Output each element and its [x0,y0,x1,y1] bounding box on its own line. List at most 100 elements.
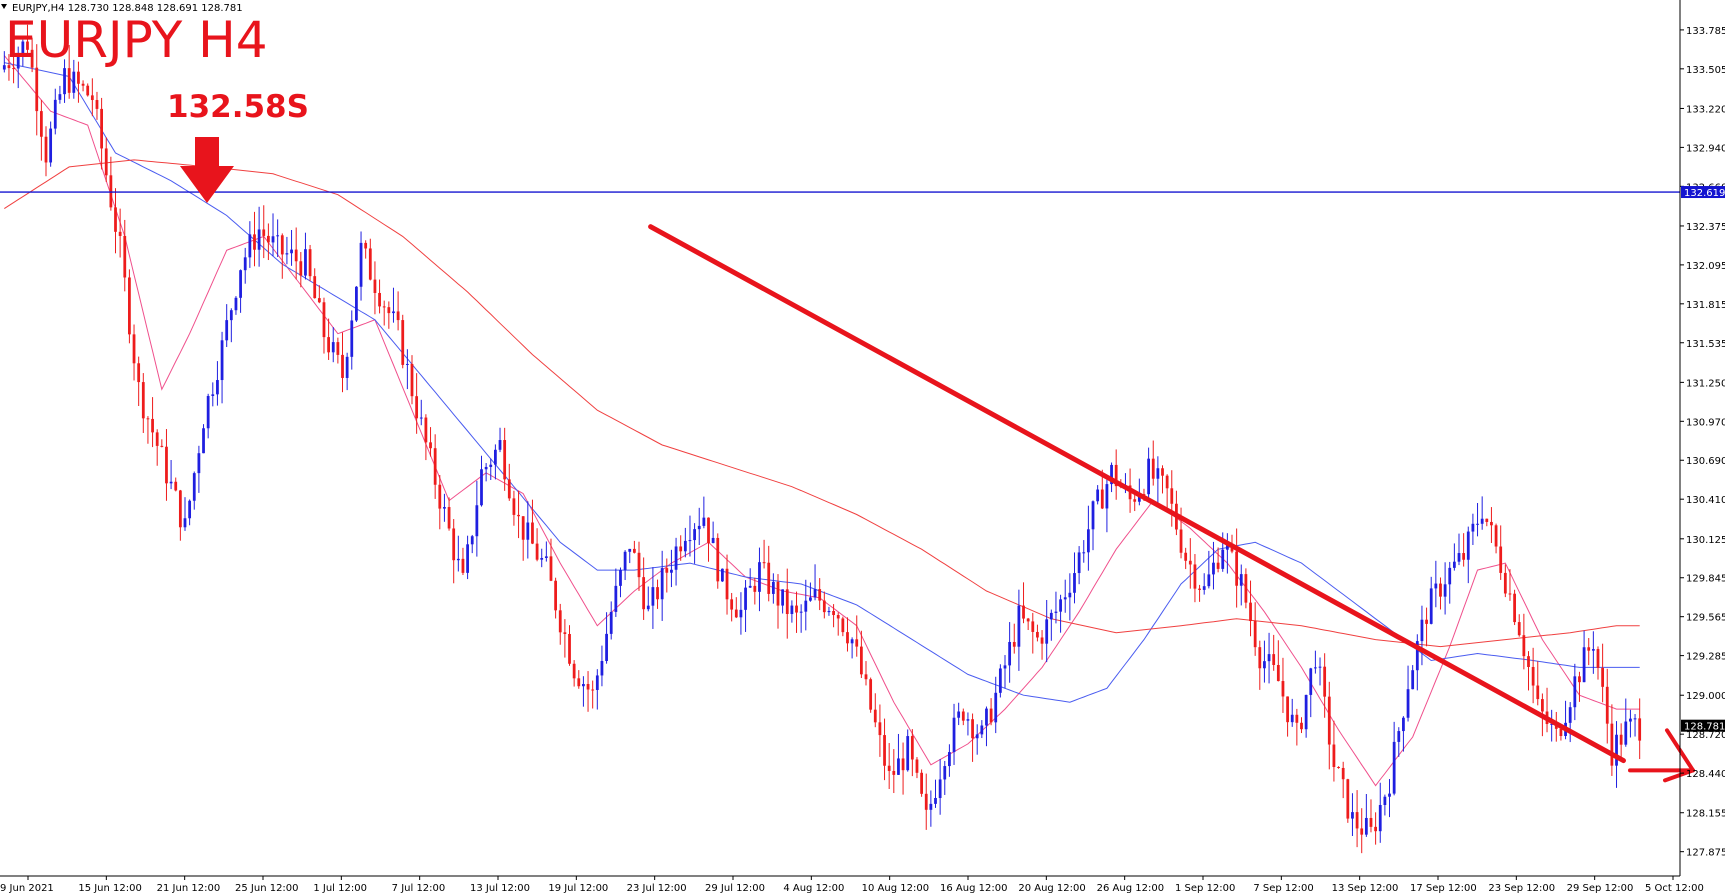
candle [1476,503,1479,537]
candle [345,352,349,391]
candle [336,337,340,364]
candle [748,568,752,589]
candle [211,382,215,407]
candle [670,549,673,588]
candle [517,490,520,539]
candle [582,676,585,707]
candle [711,521,715,544]
price-tick-label: 128.155 [1686,809,1725,820]
candle [280,233,284,279]
candle [507,463,511,501]
candle [1392,721,1396,796]
candle [1517,614,1521,637]
candle [44,126,48,177]
price-tick-label: 129.565 [1686,613,1725,624]
candle [679,535,683,561]
candle [832,604,835,628]
candle [1601,643,1605,703]
candle [660,550,664,621]
candle [359,231,363,301]
time-tick-label: 1 Jul 12:00 [313,883,367,893]
candle [920,769,923,797]
candle [869,677,873,713]
candle [892,749,896,794]
candle [665,558,669,593]
candle [341,332,344,393]
candle [1170,470,1174,527]
candle [229,308,233,343]
candle [674,537,678,586]
candle [165,429,168,501]
candle [424,414,428,461]
dropdown-triangle-icon[interactable] [1,4,7,9]
candle [1536,661,1540,706]
candle [1202,573,1206,595]
candle [809,582,812,602]
candle [114,188,117,254]
moving-averages [3,55,1640,787]
candle [234,296,238,315]
candle [952,703,956,765]
candle [822,591,826,619]
candle [619,567,622,598]
candle [1188,538,1192,589]
candle [1304,694,1308,738]
candle [392,287,395,323]
price-tick-label: 133.220 [1686,104,1725,115]
candle [285,236,289,265]
candle [1323,653,1327,718]
candle [897,733,900,776]
candle [373,261,377,315]
downtrend-line[interactable] [648,224,1626,764]
candle [1578,671,1581,702]
time-tick-label: 21 Jun 12:00 [157,883,221,893]
candle [26,24,29,54]
candle [558,603,562,645]
candle [1026,617,1030,631]
candle [614,568,618,617]
candle [1068,573,1072,621]
candle [243,247,247,284]
candle [1411,665,1415,690]
candle [438,474,442,530]
time-tick-label: 1 Sep 12:00 [1175,883,1235,893]
candle [192,471,196,510]
candle [30,37,34,73]
candle [1059,594,1062,633]
resistance-price-label: 132.619 [1684,188,1725,199]
candle [405,349,409,390]
candle [702,496,706,529]
candle [178,489,182,541]
price-tick-label: 131.250 [1686,378,1725,389]
level-annotation: 132.58S [167,89,309,125]
candle [1022,582,1025,624]
candle [1244,568,1248,609]
candle [683,527,687,558]
candle [100,97,103,170]
candle [1198,584,1201,602]
candle [206,393,210,439]
time-tick-label: 17 Sep 12:00 [1410,883,1477,893]
candle [141,373,145,433]
candle [364,240,368,259]
candle [304,232,307,280]
candle [975,724,979,755]
price-tick-label: 130.410 [1686,495,1725,506]
candle [1471,513,1475,546]
candle [146,416,150,444]
candle [758,547,761,612]
candle [577,670,581,689]
candle [86,83,90,97]
time-tick-label: 13 Sep 12:00 [1332,883,1399,893]
candle [433,434,437,499]
candle [836,612,840,636]
candle [151,397,154,448]
candle [855,615,859,657]
candle [216,361,219,406]
candle [1406,665,1410,722]
candle [934,779,937,808]
candle [846,617,849,652]
candle [160,439,164,448]
